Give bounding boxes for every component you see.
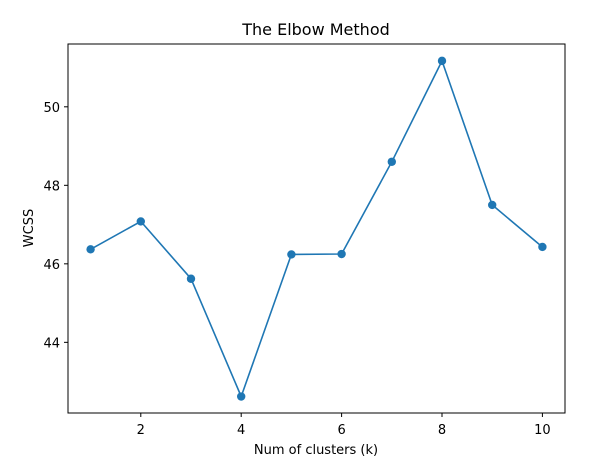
data-point — [86, 245, 95, 254]
x-tick-label: 10 — [534, 423, 551, 438]
x-tick-label: 8 — [438, 423, 446, 438]
y-tick-label: 44 — [43, 336, 60, 351]
x-tick-label: 2 — [137, 423, 145, 438]
chart-title: The Elbow Method — [241, 20, 390, 39]
plot-frame — [67, 43, 566, 414]
data-point — [236, 392, 246, 401]
data-point — [387, 157, 397, 166]
y-tick-label: 48 — [43, 179, 60, 194]
y-tick-label: 50 — [43, 101, 60, 116]
series-line — [90, 60, 543, 398]
x-tick-label: 4 — [237, 423, 245, 438]
data-point — [437, 56, 447, 66]
y-axis-title: WCSS — [22, 209, 37, 247]
data-point — [287, 250, 296, 259]
x-axis-title: Num of clusters (k) — [254, 443, 378, 458]
y-tick-label: 46 — [43, 258, 60, 273]
data-point — [538, 242, 547, 252]
x-tick-label: 6 — [337, 423, 345, 438]
data-point — [136, 217, 145, 226]
data-point — [186, 274, 196, 283]
data-point — [488, 200, 497, 210]
data-point — [337, 249, 346, 259]
